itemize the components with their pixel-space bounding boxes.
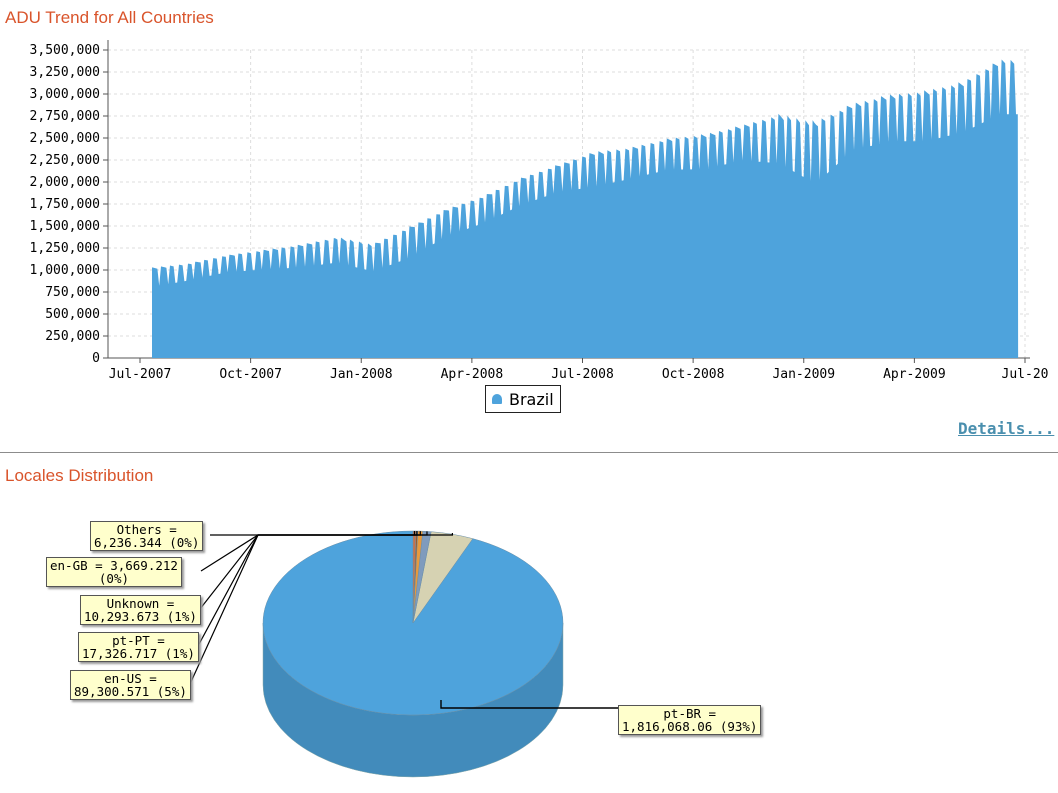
leader-line-pt-br (440, 700, 618, 709)
x-tick-label: Oct-2007 (219, 367, 282, 382)
y-tick-label: 3,000,000 (30, 87, 100, 102)
locales-pie-chart (189, 530, 618, 778)
y-tick-label: 750,000 (45, 285, 100, 300)
y-tick-label: 2,000,000 (30, 175, 100, 190)
y-tick-label: 1,250,000 (30, 241, 100, 256)
pie-label-en-gb: en-GB = 3,669.212 (0%) (46, 557, 182, 587)
pie-slice-Others (412, 530, 417, 624)
adu-trend-chart: 0 250,000 500,000 750,000 1,000,000 1,250,000… (30, 40, 1049, 382)
y-tick-label: 3,500,000 (30, 43, 100, 58)
legend-label-brazil: Brazil (509, 389, 554, 409)
x-tick-label: Jul-20 (1002, 367, 1049, 382)
details-link[interactable]: Details... (958, 419, 1055, 438)
x-tick-label: Oct-2008 (662, 367, 725, 382)
pie-slice-pt-BR (262, 530, 564, 716)
pie-label-pt-pt: pt-PT = 17,326.717 (1%) (78, 632, 199, 662)
section-divider (0, 452, 1058, 453)
y-tick-label: 2,500,000 (30, 131, 100, 146)
y-tick-label: 0 (92, 351, 100, 366)
series-area-brazil (152, 59, 1019, 358)
y-tick-label: 1,000,000 (30, 263, 100, 278)
y-tick-label: 1,750,000 (30, 197, 100, 212)
pie-label-unknown: Unknown = 10,293.673 (1%) (80, 595, 201, 625)
x-tick-label: Apr-2008 (441, 367, 504, 382)
legend-swatch-brazil (492, 394, 502, 404)
leader-line-others (210, 531, 416, 536)
x-tick-label: Jan-2009 (772, 367, 835, 382)
y-tick-label: 2,750,000 (30, 109, 100, 124)
x-tick-label: Apr-2009 (883, 367, 946, 382)
x-tick-label: Jul-2007 (109, 367, 172, 382)
pie-label-others: Others = 6,236.344 (0%) (90, 521, 204, 551)
y-tick-label: 3,250,000 (30, 65, 100, 80)
y-tick-label: 1,500,000 (30, 219, 100, 234)
pie-label-pt-br: pt-BR = 1,816,068.06 (93%) (618, 705, 762, 735)
locales-chart-title: Locales Distribution (5, 466, 154, 485)
y-tick-label: 250,000 (45, 329, 100, 344)
y-tick-label: 500,000 (45, 307, 100, 322)
x-tick-label: Jul-2008 (551, 367, 614, 382)
legend[interactable]: Brazil (485, 385, 561, 413)
pie-label-en-us: en-US = 89,300.571 (5%) (70, 670, 191, 700)
x-tick-label: Jan-2008 (330, 367, 393, 382)
adu-chart-title: ADU Trend for All Countries (5, 8, 214, 27)
y-tick-label: 2,250,000 (30, 153, 100, 168)
